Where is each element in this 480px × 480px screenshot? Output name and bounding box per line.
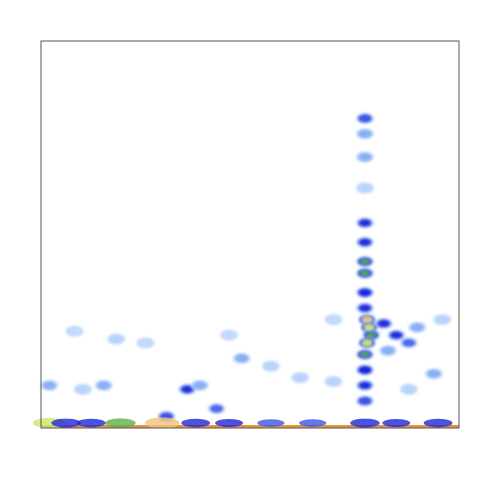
heatmap-cell (358, 152, 372, 162)
heatmap-cell (378, 320, 390, 328)
heatmap-cell (324, 314, 343, 326)
bottom-band-peak (423, 418, 453, 428)
heatmap-cell (364, 324, 374, 331)
heatmap-cell (360, 366, 370, 374)
heatmap-cell (360, 258, 370, 265)
heatmap-cell (220, 329, 239, 341)
heatmap-cell (402, 338, 416, 348)
heatmap-cell (358, 183, 372, 193)
heatmap-cell (234, 354, 249, 363)
heatmap-cell (264, 361, 278, 371)
heatmap-cell (97, 381, 111, 390)
bottom-band-peak (215, 419, 244, 427)
heatmap-cell (65, 325, 84, 337)
heatmap-cell (359, 304, 371, 312)
heatmap-cell (360, 351, 370, 358)
heatmap-cell (359, 238, 371, 246)
heatmap-cell (360, 270, 370, 277)
heatmap-cell (326, 377, 341, 386)
heatmap-cell (390, 331, 402, 339)
bottom-band-peak (76, 418, 106, 428)
heatmap-cell (358, 129, 372, 139)
heatmap-cell (42, 381, 57, 390)
heatmap-cell (359, 114, 371, 122)
heatmap-cell (402, 385, 416, 394)
heatmap-cell (362, 340, 372, 346)
bottom-band-peak (145, 417, 180, 429)
heatmap-cell (362, 316, 372, 323)
bottom-band-peak (181, 418, 211, 428)
heatmap-cell (360, 289, 370, 296)
heatmap-cell (359, 397, 371, 405)
heatmap-cell (410, 323, 424, 332)
bottom-band-peak (350, 418, 380, 428)
bottom-band-peak (51, 418, 81, 428)
heatmap-cell (381, 346, 395, 355)
heatmap-marks (40, 112, 452, 422)
bottom-band-base (41, 425, 459, 428)
heatmap-cell (293, 373, 307, 382)
heatmap-cell (136, 337, 155, 349)
bottom-band-peak (105, 418, 136, 428)
heatmap-cell (109, 334, 123, 344)
plot-frame (40, 40, 460, 429)
heatmap-cell (435, 315, 449, 324)
bottom-band-peak (382, 419, 411, 427)
heatmap-cell (366, 332, 377, 339)
heatmap-cell (181, 385, 193, 393)
heatmap-cell (359, 219, 371, 227)
bottom-band-peak (299, 419, 327, 427)
heatmap-cell (76, 385, 90, 394)
heatmap-cell (193, 381, 207, 390)
heatmap-cell (427, 369, 441, 378)
bottom-band-peak (257, 419, 285, 427)
heatmap-cell (359, 381, 371, 389)
plot-background (41, 41, 459, 428)
heatmap-cell (209, 404, 224, 413)
